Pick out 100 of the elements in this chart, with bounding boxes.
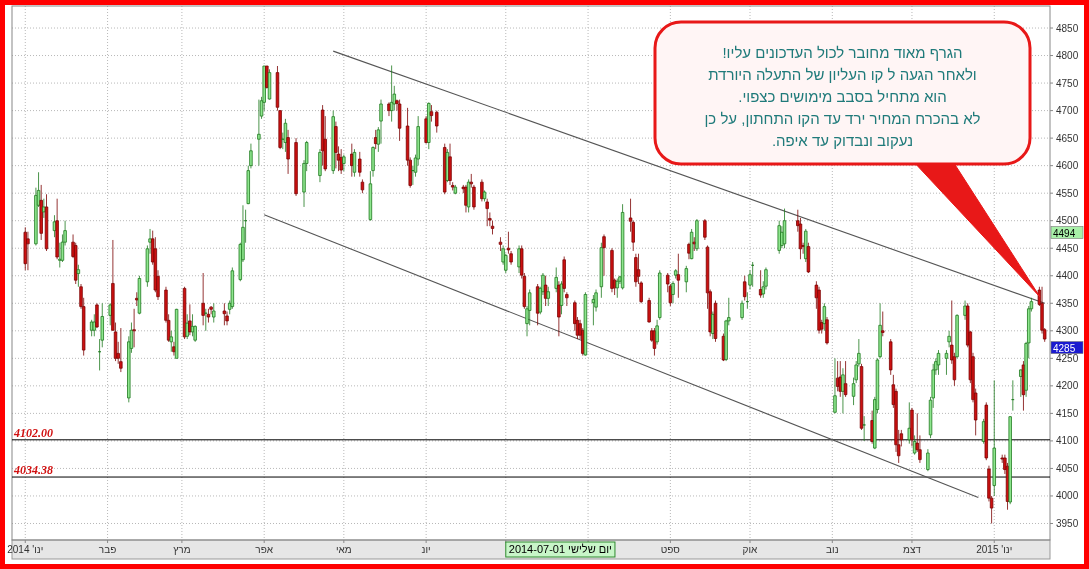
candlestick <box>453 184 458 195</box>
candlestick <box>95 302 99 329</box>
candlestick <box>358 151 362 178</box>
candlestick <box>92 313 96 337</box>
candlestick <box>1008 415 1012 505</box>
candlestick <box>185 313 189 340</box>
y-tick-label: 4650 <box>1056 132 1079 144</box>
y-tick-label: 4750 <box>1056 77 1079 89</box>
candlestick <box>42 198 46 219</box>
candlestick <box>912 435 917 456</box>
candlestick <box>615 278 619 299</box>
candlestick <box>992 379 996 497</box>
annotation: נעקוב ונבדוק עד איפה. <box>771 131 914 149</box>
candlestick <box>55 198 59 260</box>
candlestick <box>676 253 681 299</box>
candlestick <box>838 360 842 398</box>
candlestick <box>881 311 885 337</box>
candlestick <box>671 280 675 304</box>
y-tick-label: 4400 <box>1056 270 1079 282</box>
candlestick <box>963 300 967 321</box>
candlestick <box>833 357 837 414</box>
candlestick <box>517 245 521 274</box>
candlestick <box>687 242 691 260</box>
annotation: הוא מתחיל בסבב מימושים כצפוי. <box>738 87 947 105</box>
candlestick <box>862 415 866 442</box>
y-tick-label: 4550 <box>1056 187 1079 199</box>
candlestick <box>684 265 688 293</box>
candlestick <box>23 226 27 271</box>
candlestick <box>397 99 402 142</box>
y-tick-label: 4800 <box>1056 50 1079 62</box>
candlestick <box>562 256 566 293</box>
candlestick <box>204 308 208 332</box>
candlestick <box>1019 368 1023 398</box>
candlestick <box>352 148 357 178</box>
x-tick-label: מרץ <box>173 544 191 555</box>
y-tick-label: 4500 <box>1056 215 1079 227</box>
y-tick-label: 4200 <box>1056 380 1079 392</box>
annotation: הגרף מאוד מחובר לכול העדכונים עליו! <box>722 43 963 61</box>
candlestick <box>485 198 489 227</box>
candlestick <box>76 264 81 288</box>
candlestick <box>1011 379 1015 412</box>
annotation: לא בהכרח המחיר ירד עד הקו התחתון, על כן <box>704 109 981 127</box>
candlestick <box>546 286 550 307</box>
candlestick <box>610 247 614 293</box>
candlestick <box>498 236 503 252</box>
y-tick-label: 4150 <box>1056 407 1079 419</box>
candlestick <box>26 231 30 271</box>
candlestick <box>745 291 750 310</box>
candlestick <box>119 327 123 373</box>
candlestick <box>482 190 487 202</box>
candlestick <box>169 330 173 353</box>
candlestick <box>39 184 43 241</box>
x-tick-label: ספט <box>660 544 681 555</box>
candlestick <box>955 313 959 359</box>
candlestick <box>480 179 484 202</box>
candlestick <box>565 291 569 307</box>
ref-line-label: 4034.38 <box>13 463 53 478</box>
candlestick <box>283 118 288 153</box>
y-tick-label: 4300 <box>1056 325 1079 337</box>
candlestick <box>342 154 346 172</box>
annotation: ולאחר הגעה ל קו העליון של התעלה היורדת <box>708 65 977 83</box>
y-tick-label: 4600 <box>1056 160 1079 172</box>
candlestick <box>108 302 112 326</box>
candlestick <box>212 302 216 323</box>
candlestick <box>206 308 211 323</box>
y-tick-label: 4350 <box>1056 297 1079 309</box>
candlestick <box>331 110 335 175</box>
candlestick <box>435 110 439 134</box>
candlestick <box>132 308 136 348</box>
candlestick <box>222 302 227 326</box>
candlestick <box>334 121 338 169</box>
candlestick <box>172 341 176 356</box>
candlestick <box>557 280 561 337</box>
candlestick <box>841 367 845 414</box>
candlestick <box>843 360 848 398</box>
candlestick <box>350 143 354 178</box>
candlestick <box>554 267 558 293</box>
candlestick <box>804 228 808 263</box>
candlestick <box>286 129 290 175</box>
candlestick <box>464 184 468 213</box>
candlestick <box>230 267 235 310</box>
candlestick <box>692 236 696 252</box>
candlestick <box>878 302 882 359</box>
candlestick <box>543 275 548 307</box>
candlestick <box>429 104 434 123</box>
y-tick-label: 3950 <box>1056 517 1079 529</box>
candlestick <box>318 148 322 183</box>
candlestick <box>740 300 744 321</box>
x-tick-label: אוק <box>742 544 759 555</box>
candlestick <box>201 272 205 326</box>
y-tick-label: 4000 <box>1056 490 1079 502</box>
candlestick <box>387 101 391 117</box>
candlestick <box>947 330 951 348</box>
candlestick <box>859 363 864 431</box>
x-tick-label: אפר <box>255 544 274 555</box>
candlestick <box>602 234 606 277</box>
candlestick <box>655 319 659 345</box>
y-tick-label: 4850 <box>1056 22 1079 34</box>
candlestick <box>634 253 638 288</box>
candlestick <box>448 143 452 186</box>
